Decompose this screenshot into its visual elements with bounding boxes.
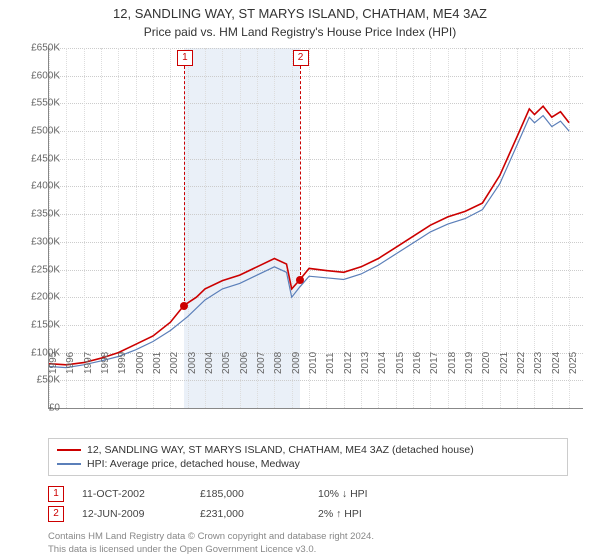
x-axis-label: 1996 bbox=[65, 352, 76, 374]
x-axis-label: 2025 bbox=[568, 352, 579, 374]
y-axis-label: £0 bbox=[20, 403, 60, 414]
chart-subtitle: Price paid vs. HM Land Registry's House … bbox=[0, 23, 600, 39]
marker-badge: 1 bbox=[177, 50, 193, 66]
legend-row: 12, SANDLING WAY, ST MARYS ISLAND, CHATH… bbox=[57, 443, 559, 457]
x-axis-label: 2007 bbox=[256, 352, 267, 374]
y-axis-label: £550K bbox=[20, 98, 60, 109]
x-axis-label: 2002 bbox=[169, 352, 180, 374]
x-axis-label: 2013 bbox=[360, 352, 371, 374]
x-axis-label: 1997 bbox=[83, 352, 94, 374]
x-axis-label: 2023 bbox=[533, 352, 544, 374]
y-axis-label: £600K bbox=[20, 70, 60, 81]
x-axis-label: 2015 bbox=[395, 352, 406, 374]
y-axis-label: £200K bbox=[20, 292, 60, 303]
marker-delta: 2% ↑ HPI bbox=[318, 508, 418, 520]
x-axis-label: 2008 bbox=[273, 352, 284, 374]
x-axis-label: 2022 bbox=[516, 352, 527, 374]
footer-line2: This data is licensed under the Open Gov… bbox=[48, 544, 374, 556]
x-axis-label: 2010 bbox=[308, 352, 319, 374]
marker-badge: 1 bbox=[48, 486, 64, 502]
chart-title: 12, SANDLING WAY, ST MARYS ISLAND, CHATH… bbox=[0, 0, 600, 23]
y-axis-label: £150K bbox=[20, 319, 60, 330]
x-axis-label: 2009 bbox=[291, 352, 302, 374]
marker-dot bbox=[296, 276, 304, 284]
x-axis-label: 2020 bbox=[481, 352, 492, 374]
marker-date: 11-OCT-2002 bbox=[82, 488, 182, 500]
series-line bbox=[49, 106, 569, 365]
x-axis-label: 2011 bbox=[325, 352, 336, 374]
series-line bbox=[49, 116, 569, 368]
legend-label: 12, SANDLING WAY, ST MARYS ISLAND, CHATH… bbox=[87, 444, 474, 456]
y-axis-label: £50K bbox=[20, 375, 60, 386]
marker-table-row: 1 11-OCT-2002 £185,000 10% ↓ HPI bbox=[48, 484, 568, 504]
x-axis-label: 1998 bbox=[100, 352, 111, 374]
marker-line bbox=[300, 66, 301, 280]
legend-swatch bbox=[57, 449, 81, 451]
x-axis-label: 2000 bbox=[135, 352, 146, 374]
chart-container: 12, SANDLING WAY, ST MARYS ISLAND, CHATH… bbox=[0, 0, 600, 560]
x-axis-label: 2003 bbox=[187, 352, 198, 374]
x-axis-label: 2006 bbox=[239, 352, 250, 374]
marker-date: 12-JUN-2009 bbox=[82, 508, 182, 520]
footer-attribution: Contains HM Land Registry data © Crown c… bbox=[48, 531, 374, 556]
x-axis-label: 2018 bbox=[447, 352, 458, 374]
y-axis-label: £650K bbox=[20, 43, 60, 54]
x-axis-label: 1995 bbox=[48, 352, 59, 374]
marker-price: £185,000 bbox=[200, 488, 300, 500]
x-axis-label: 2024 bbox=[551, 352, 562, 374]
x-axis-label: 2021 bbox=[499, 352, 510, 374]
y-axis-label: £400K bbox=[20, 181, 60, 192]
y-axis-label: £350K bbox=[20, 209, 60, 220]
marker-dot bbox=[180, 302, 188, 310]
x-axis-label: 2017 bbox=[429, 352, 440, 374]
marker-table: 1 11-OCT-2002 £185,000 10% ↓ HPI 2 12-JUN-200… bbox=[48, 484, 568, 524]
legend-row: HPI: Average price, detached house, Medw… bbox=[57, 457, 559, 471]
marker-price: £231,000 bbox=[200, 508, 300, 520]
x-axis-label: 2012 bbox=[343, 352, 354, 374]
legend-label: HPI: Average price, detached house, Medw… bbox=[87, 458, 300, 470]
marker-table-row: 2 12-JUN-2009 £231,000 2% ↑ HPI bbox=[48, 504, 568, 524]
x-axis-label: 2004 bbox=[204, 352, 215, 374]
marker-badge: 2 bbox=[293, 50, 309, 66]
y-axis-label: £500K bbox=[20, 126, 60, 137]
y-axis-label: £450K bbox=[20, 153, 60, 164]
legend-swatch bbox=[57, 463, 81, 465]
x-axis-label: 2005 bbox=[221, 352, 232, 374]
marker-delta: 10% ↓ HPI bbox=[318, 488, 418, 500]
x-axis-label: 1999 bbox=[117, 352, 128, 374]
marker-badge: 2 bbox=[48, 506, 64, 522]
legend: 12, SANDLING WAY, ST MARYS ISLAND, CHATH… bbox=[48, 438, 568, 476]
x-axis-label: 2016 bbox=[412, 352, 423, 374]
x-axis-label: 2001 bbox=[152, 352, 163, 374]
x-axis-label: 2014 bbox=[377, 352, 388, 374]
footer-line1: Contains HM Land Registry data © Crown c… bbox=[48, 531, 374, 543]
marker-line bbox=[184, 66, 185, 306]
y-axis-label: £250K bbox=[20, 264, 60, 275]
x-axis-label: 2019 bbox=[464, 352, 475, 374]
y-axis-label: £300K bbox=[20, 236, 60, 247]
